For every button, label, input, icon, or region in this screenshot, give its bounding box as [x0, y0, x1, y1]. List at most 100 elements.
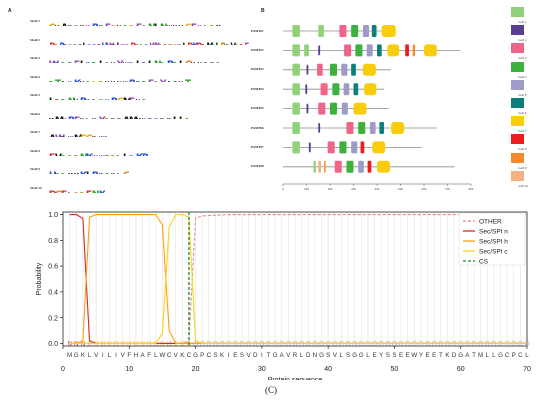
motif-block — [343, 83, 350, 96]
gene-label: PXMT08 — [251, 164, 264, 169]
legend-label: motif 10 — [518, 183, 528, 188]
sequence-residue: C — [207, 352, 212, 359]
sequence-residue: G — [273, 352, 278, 359]
motif-block — [330, 102, 338, 115]
gene-label: PXMT06 — [251, 125, 264, 130]
gene-axis-tick-label: 700 — [445, 187, 450, 191]
sequence-residue: S — [386, 352, 390, 359]
legend-swatch — [511, 61, 524, 72]
sequence-residue: C — [167, 352, 172, 359]
series-line — [69, 214, 527, 344]
motif-block — [424, 44, 437, 57]
motif-block — [305, 84, 308, 95]
sequence-residue: L — [492, 352, 496, 359]
motif-block — [320, 83, 328, 96]
x-axis-label: Protein sequence — [268, 377, 323, 380]
motif-block — [351, 141, 358, 154]
sequence-residue: K — [220, 352, 225, 359]
sequence-residue: E — [432, 352, 436, 359]
sequence-residue: S — [346, 352, 350, 359]
region-mark: H — [134, 342, 138, 348]
motif-block — [371, 25, 377, 37]
motif-block — [412, 44, 416, 57]
panel-b-letter: B — [261, 8, 265, 14]
y-axis-label: Probability — [36, 262, 43, 295]
sequence-residue: E — [426, 352, 430, 359]
motif-block — [292, 141, 300, 154]
motif-block — [318, 160, 322, 173]
legend-entry-label: Sec/SPI h — [479, 238, 508, 245]
sequence-residue: I — [228, 352, 230, 359]
chart-legend-box — [458, 212, 526, 266]
gene-axis-tick-label: 800 — [469, 187, 474, 191]
motif-block — [379, 122, 385, 134]
sequence-residue: C — [187, 352, 192, 359]
motif-block — [366, 44, 373, 57]
sequence-residue: I — [102, 352, 104, 359]
legend-swatch — [511, 116, 524, 127]
region-mark: H — [147, 342, 151, 348]
sequence-residue: L — [300, 352, 304, 359]
motif-block — [292, 63, 300, 76]
sequence-residue: M — [478, 352, 483, 359]
region-mark: H — [127, 342, 131, 348]
legend-label: motif 4 — [518, 74, 527, 79]
series-line — [69, 214, 527, 344]
motif-block — [313, 160, 316, 173]
sequence-residue: A — [140, 352, 145, 359]
sequence-residue: P — [512, 352, 516, 359]
motif-label: Motif 1 — [30, 19, 41, 23]
sequence-residue: Y — [419, 352, 423, 359]
motif-logo: TTAYKVSCPVVVWRXTFSYAQVT — [49, 71, 191, 82]
legend-entry-label: OTHER — [479, 218, 502, 225]
legend-entry-label: CS — [479, 258, 489, 265]
sequence-residue: L — [154, 352, 158, 359]
x-tick-label: 0 — [61, 366, 65, 373]
sequence-residue: G — [74, 352, 79, 359]
sequence-residue: P — [200, 352, 204, 359]
gene-label: PXMT04 — [251, 86, 264, 91]
region-mark: H — [107, 342, 111, 348]
sequence-residue: G — [458, 352, 463, 359]
panel-c-caption: (C) — [265, 385, 277, 395]
motif-block — [372, 141, 386, 154]
sequence-residue: L — [340, 352, 344, 359]
motif-block — [306, 64, 309, 75]
y-tick-label: 0.8 — [48, 238, 58, 245]
motif-block — [318, 102, 326, 115]
gene-axis-tick-label: 300 — [351, 187, 356, 191]
region-mark: H — [167, 342, 171, 348]
sequence-residue: E — [233, 352, 237, 359]
plot-frame — [62, 211, 528, 347]
sequence-residue: S — [240, 352, 244, 359]
sequence-residue: S — [392, 352, 396, 359]
sequence-residue: C — [505, 352, 510, 359]
gene-label: PXMT02 — [251, 47, 264, 52]
sequence-residue: K — [180, 352, 185, 359]
legend-label: motif 3 — [518, 56, 527, 61]
motif-label: Motif 7 — [30, 130, 41, 134]
motif-block — [339, 25, 347, 37]
y-tick-label: 0.2 — [48, 315, 58, 322]
sequence-residue: E — [406, 352, 410, 359]
region-mark: H — [114, 342, 118, 348]
sequence-residue: L — [486, 352, 490, 359]
sequence-residue: H — [134, 352, 138, 359]
y-tick-label: 0.4 — [48, 289, 58, 296]
legend-swatch — [511, 152, 524, 163]
sequence-residue: A — [280, 352, 285, 359]
motif-logo: DPRXYVXLKKDHWVIWYDYSKWYSEVCVLDKDAMSLPKVQ… — [49, 34, 248, 45]
motif-block — [377, 44, 382, 57]
motif-block — [318, 25, 324, 37]
gene-label: PXMT03 — [251, 67, 264, 72]
sequence-residue: T — [267, 352, 271, 359]
motif-block — [360, 141, 365, 154]
motif-block — [318, 45, 321, 56]
motif-block — [351, 25, 359, 37]
sequence-residue: A — [465, 352, 470, 359]
motif-block — [353, 83, 359, 96]
sequence-residue: D — [452, 352, 457, 359]
motif-block — [377, 160, 390, 173]
x-tick-label: 70 — [523, 366, 531, 373]
motif-block — [358, 160, 364, 173]
